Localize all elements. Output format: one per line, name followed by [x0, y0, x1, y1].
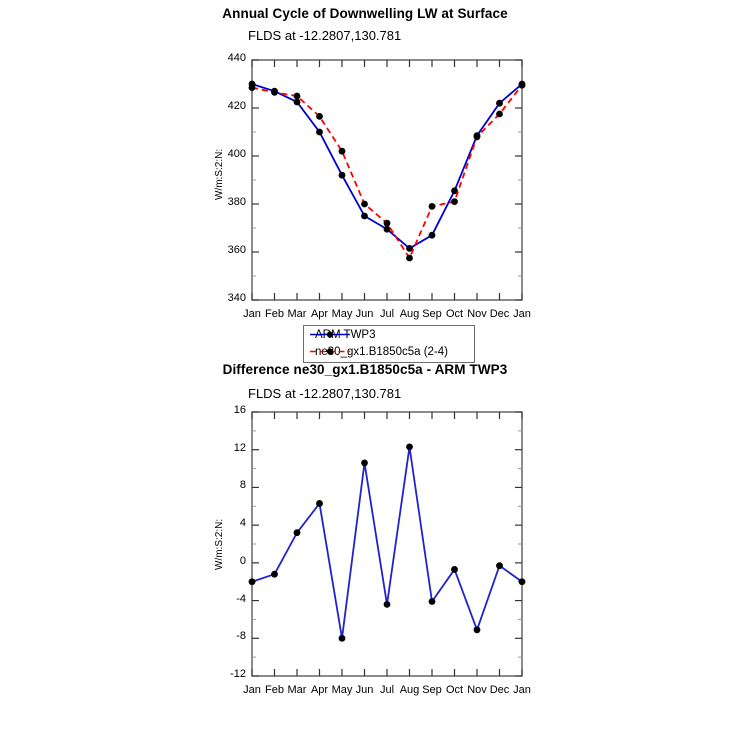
bottom-chart-ytick-label: 8	[239, 479, 246, 492]
top-chart-series-0-marker	[451, 187, 458, 195]
top-chart-series-1-marker	[496, 110, 503, 118]
top-chart-series-0-marker	[496, 99, 503, 107]
bottom-chart-series-0-marker	[496, 562, 503, 570]
bottom-chart-xtick-label: May	[331, 684, 353, 696]
bottom-chart-ytick-label: 16	[233, 404, 246, 416]
top-chart-xtick-label: Aug	[399, 308, 420, 320]
legend-swatch-arm	[310, 331, 350, 338]
bottom-chart-series-0-marker	[248, 578, 256, 586]
top-chart-series-1-marker	[338, 147, 346, 155]
bottom-chart-series-0-marker	[451, 566, 458, 573]
bottom-chart-series-0-marker	[293, 529, 301, 537]
bottom-chart-xtick-label: Dec	[489, 684, 510, 696]
top-chart-ytick-label: 400	[227, 148, 246, 160]
top-chart-xtick-label: Nov	[467, 308, 487, 320]
top-chart-series-0-marker	[428, 231, 436, 239]
top-chart-series-0-marker	[338, 171, 346, 179]
top-chart-series-1-marker	[428, 203, 436, 210]
top-chart-ytick-label: 360	[227, 244, 246, 256]
bottom-chart-xtick-label: Apr	[310, 684, 329, 696]
bottom-chart-series-0-marker	[316, 500, 323, 507]
bottom-chart-ytick-label: 0	[239, 554, 246, 567]
top-chart-xtick-label: Jul	[379, 308, 395, 320]
top-chart-series-1-marker	[316, 113, 323, 120]
top-chart-xtick-label: Jan	[243, 308, 261, 320]
legend-entry-arm: ARM TWP3	[304, 326, 474, 343]
top-chart-series-0-marker	[383, 225, 391, 233]
top-chart-series-0-marker	[361, 212, 368, 220]
bottom-chart-series-0-marker	[406, 443, 413, 451]
bottom-chart-series-0-line	[251, 446, 523, 639]
bottom-chart-xtick-label: Mar	[287, 684, 307, 696]
top-chart-xtick-label: May	[331, 308, 353, 320]
top-chart-series-1-marker	[518, 81, 526, 89]
bottom-chart-xtick-label: Jan	[243, 684, 261, 696]
top-chart-series-1-marker	[473, 133, 481, 141]
bottom-chart-xtick-label: Jan	[513, 684, 531, 696]
bottom-chart-xtick-label: Jul	[379, 684, 395, 696]
bottom-chart-series-0-marker	[338, 634, 346, 642]
bottom-chart-ytick-label: -12	[230, 668, 246, 680]
bottom-chart-title: Difference ne30_gx1.B1850c5a - ARM TWP3	[222, 362, 508, 377]
bottom-chart-subtitle: FLDS at -12.2807,130.781	[248, 386, 402, 401]
bottom-chart-xtick-label: Nov	[467, 684, 487, 696]
top-chart-series-0-marker	[316, 128, 323, 136]
bottom-chart-series-0-marker	[428, 598, 436, 605]
top-chart-xtick-label: Feb	[265, 308, 284, 320]
top-chart-subtitle: FLDS at -12.2807,130.781	[248, 28, 402, 43]
top-chart-xtick-label: Sep	[422, 308, 442, 320]
top-chart-series-1-marker	[248, 84, 256, 91]
top-chart-series-1-marker	[406, 254, 413, 262]
bottom-chart-xtick-label: Jun	[355, 684, 374, 696]
bottom-chart-series-0-marker	[271, 570, 278, 578]
top-chart-ytick-label: 420	[227, 100, 246, 112]
top-chart-ytick-label: 340	[227, 292, 246, 304]
bottom-chart-xtick-label: Feb	[265, 684, 284, 696]
top-chart-title: Annual Cycle of Downwelling LW at Surfac…	[222, 6, 508, 21]
top-chart-ytick-label: 380	[227, 196, 246, 208]
top-chart-series-1-marker	[383, 219, 391, 227]
top-chart-xtick-label: Dec	[489, 308, 510, 320]
top-chart-plot	[248, 59, 526, 301]
top-chart-ytick-label: 440	[227, 52, 246, 64]
bottom-chart-xtick-label: Aug	[399, 684, 420, 696]
legend-entry-model: ne30_gx1.B1850c5a (2-4)	[304, 343, 474, 360]
top-chart-xtick-label: Apr	[310, 308, 329, 320]
top-chart-series-0-marker	[406, 245, 413, 252]
top-chart-series-1-marker	[293, 92, 301, 100]
bottom-chart-series-0-marker	[383, 600, 391, 608]
top-chart-series-1-marker	[361, 200, 368, 208]
bottom-chart-ytick-label: 12	[233, 441, 246, 454]
top-chart-legend: ARM TWP3 ne30_gx1.B1850c5a (2-4)	[303, 325, 475, 363]
top-chart-xtick-label: Mar	[287, 308, 307, 320]
top-chart-series-1-marker	[271, 89, 278, 96]
bottom-chart-series-0-marker	[473, 626, 481, 634]
top-chart-xtick-label: Oct	[445, 308, 464, 320]
bottom-chart-xtick-label: Oct	[445, 684, 464, 696]
top-chart-xtick-label: Jan	[513, 308, 531, 320]
bottom-chart-ytick-label: -4	[236, 592, 246, 605]
bottom-chart-frame	[251, 411, 523, 677]
bottom-chart-ytick-label: -8	[236, 630, 246, 643]
bottom-chart-series-0-marker	[361, 459, 368, 467]
legend-label-model: ne30_gx1.B1850c5a (2-4)	[315, 345, 448, 358]
top-chart-series-1-marker	[451, 198, 458, 206]
bottom-chart-xtick-label: Sep	[422, 684, 442, 696]
legend-swatch-model	[310, 348, 350, 355]
top-chart-xtick-label: Jun	[355, 308, 374, 320]
top-chart-series-0-marker	[293, 98, 301, 106]
bottom-chart-series-0-marker	[518, 578, 526, 586]
bottom-chart-ytick-label: 4	[239, 517, 246, 530]
